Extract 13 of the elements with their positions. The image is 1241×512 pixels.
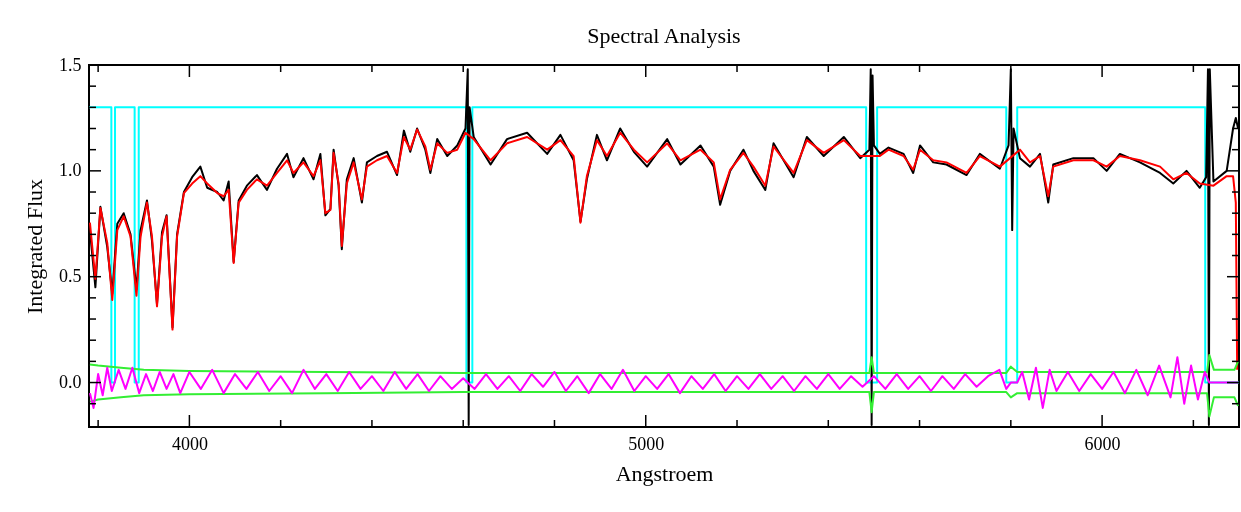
- y-tick-label: 1.5: [59, 54, 82, 75]
- x-tick-label: 5000: [628, 433, 665, 454]
- y-tick-label: 0.0: [59, 372, 82, 393]
- line-series: [89, 354, 1239, 375]
- x-tick-label: 6000: [1084, 433, 1121, 454]
- x-axis-title: Angstroem: [615, 460, 714, 486]
- y-tick-label: 1.0: [59, 160, 82, 181]
- y-axis-title: Integrated Flux: [22, 178, 47, 315]
- x-tick-label: 4000: [171, 433, 208, 454]
- chart-title: Spectral Analysis: [587, 23, 741, 48]
- line-series: [89, 356, 1239, 409]
- y-tick-label: 0.5: [59, 266, 82, 287]
- line-series: [89, 391, 1239, 418]
